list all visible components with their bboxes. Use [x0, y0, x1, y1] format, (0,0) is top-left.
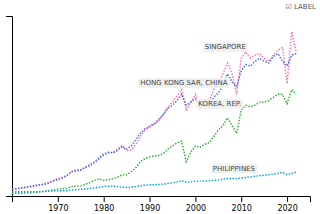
annotation: HONG KONG SAR, CHINA — [138, 78, 229, 88]
annotation: KOREA, REP. — [196, 99, 243, 109]
annotation-label: PHILIPPINES — [213, 165, 256, 173]
annotation-label: ☑ LABEL — [286, 3, 317, 11]
x-tick-mark — [195, 196, 196, 202]
x-tick-mark — [150, 196, 151, 202]
series-line — [12, 90, 296, 194]
annotation-box — [203, 42, 248, 52]
annotation-box — [211, 164, 258, 174]
x-tick-mark — [287, 196, 288, 202]
x-tick-label: 1990 — [140, 204, 160, 213]
annotation-label: SINGAPORE — [205, 43, 246, 51]
x-tick-label: 1970 — [48, 204, 68, 213]
x-tick: 1970 — [48, 196, 68, 213]
x-tick-label: 2000 — [186, 204, 206, 213]
x-tick-mark — [104, 196, 105, 202]
annotation: PHILIPPINES — [211, 164, 258, 174]
plot-area: 1970 1980 1990 2000 2010 2020 — [6, 17, 311, 213]
annotation-label: KOREA, REP. — [198, 100, 241, 108]
y-axis — [6, 17, 13, 197]
series-line — [12, 172, 296, 192]
x-tick: 1980 — [94, 196, 114, 213]
x-tick-mark — [241, 196, 242, 202]
x-tick-label: 1980 — [94, 204, 114, 213]
annotation: ☑ LABEL — [286, 3, 317, 11]
x-tick: 1990 — [140, 196, 160, 213]
x-tick: 2020 — [277, 196, 297, 213]
annotations: SINGAPORE HONG KONG SAR, CHINA KOREA, REP.… — [138, 3, 316, 174]
x-tick: 2000 — [186, 196, 206, 213]
x-tick-mark — [58, 196, 59, 202]
x-tick-label: 2020 — [277, 204, 297, 213]
chart: 1970 1980 1990 2000 2010 2020 SINGAPORE HONG KO… — [0, 0, 320, 214]
x-tick: 2010 — [232, 196, 252, 213]
x-tick-label: 2010 — [232, 204, 252, 213]
annotation-box — [196, 99, 243, 109]
series-line — [12, 54, 296, 190]
y-axis-line — [6, 17, 13, 197]
annotation: SINGAPORE — [203, 42, 248, 52]
annotation-label: HONG KONG SAR, CHINA — [140, 79, 227, 87]
x-axis-line — [13, 197, 311, 203]
annotation-box — [138, 78, 229, 88]
series-group — [12, 32, 296, 194]
x-axis: 1970 1980 1990 2000 2010 2020 — [13, 196, 311, 213]
series-line — [12, 32, 296, 190]
